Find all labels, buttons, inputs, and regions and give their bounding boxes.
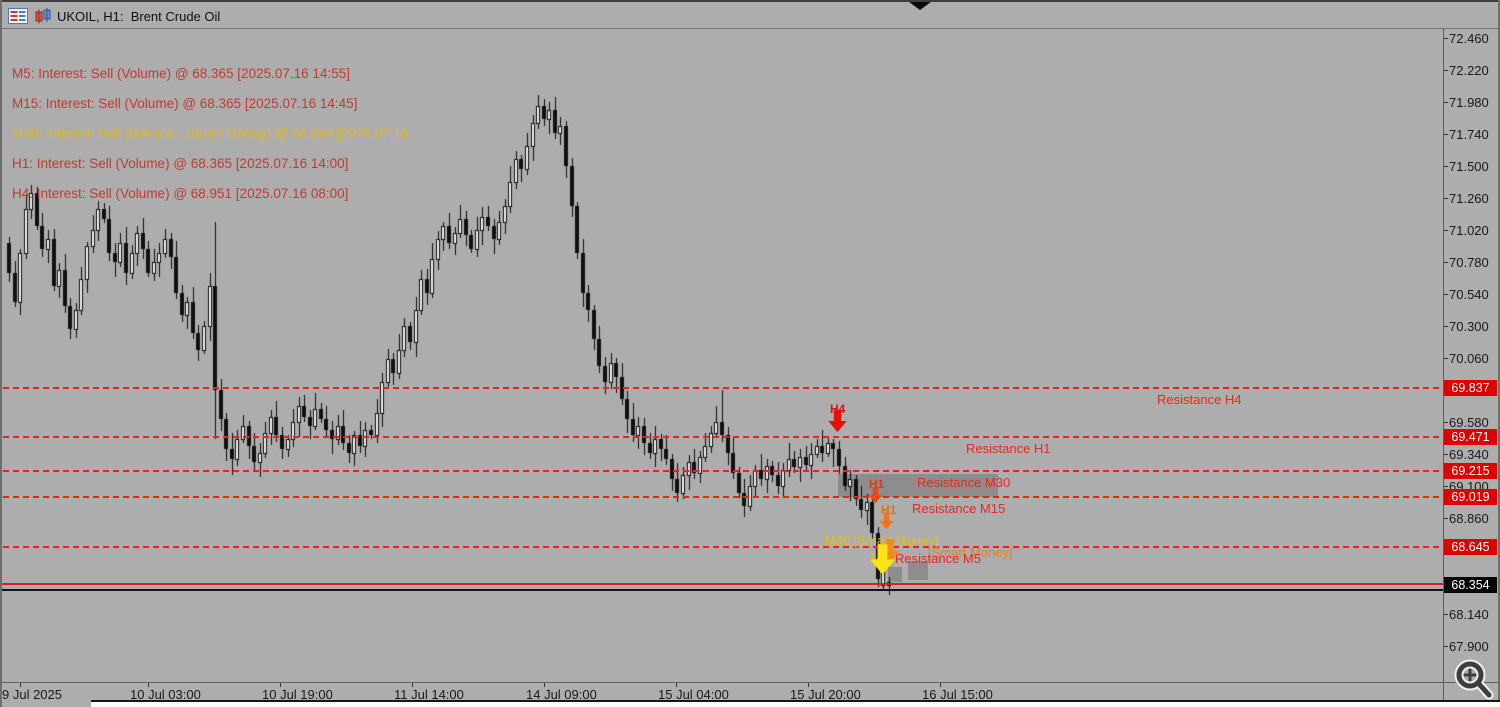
time-tick-label: 9 Jul 2025	[2, 687, 62, 702]
resistance-line[interactable]	[3, 546, 1443, 548]
price-tick	[1443, 294, 1448, 295]
signal-annotation: M30: Interest: Sell (Volume - Smart Mone…	[12, 126, 409, 141]
window-border-left	[0, 0, 2, 707]
time-tick	[412, 683, 413, 687]
price-tick-label: 70.060	[1449, 351, 1489, 366]
chart-shift-marker[interactable]	[909, 2, 931, 10]
price-tick	[1443, 134, 1448, 135]
price-tick	[1443, 358, 1448, 359]
sell-signal-arrow[interactable]	[827, 409, 848, 433]
window-border-right	[1498, 0, 1500, 707]
zoom-icon[interactable]	[1453, 658, 1495, 702]
smart-money-label[interactable]: M30 [Smart Money]	[825, 533, 939, 548]
chart-plot-area[interactable]: Resistance H4 Resistance H1 Resistance M30…	[0, 28, 1443, 682]
window-border-top	[0, 0, 1500, 2]
chart-title-bar: UKOIL, H1: Brent Crude Oil	[0, 2, 1500, 29]
time-tick-label: 10 Jul 19:00	[262, 687, 333, 702]
price-tick-label: 70.300	[1449, 319, 1489, 334]
price-line[interactable]	[2, 589, 1443, 591]
price-tick	[1443, 198, 1448, 199]
price-tick-label: 68.860	[1449, 511, 1489, 526]
time-tick-label: 10 Jul 03:00	[130, 687, 201, 702]
signal-annotation: H4: Interest: Sell (Volume) @ 68.951 [20…	[12, 186, 349, 201]
time-tick	[676, 683, 677, 687]
sell-signal-arrow[interactable]	[866, 486, 885, 504]
price-tick-label: 70.540	[1449, 287, 1489, 302]
resistance-line-label[interactable]: Resistance M30	[917, 475, 1011, 490]
price-tick	[1443, 614, 1448, 615]
price-tick	[1443, 326, 1448, 327]
resistance-line[interactable]	[3, 387, 1443, 389]
window-below-edge	[91, 700, 1500, 707]
price-tick-label: 69.340	[1449, 447, 1489, 462]
price-badge: 69.471	[1444, 429, 1497, 445]
price-tick	[1443, 166, 1448, 167]
price-tick-label: 68.140	[1449, 607, 1489, 622]
time-tick	[544, 683, 545, 687]
resistance-line-label[interactable]: Resistance H4	[1157, 392, 1242, 407]
price-badge: 69.837	[1444, 380, 1497, 396]
price-tick	[1443, 486, 1448, 487]
price-tick-label: 72.460	[1449, 31, 1489, 46]
price-badge: 68.354	[1444, 577, 1497, 593]
candlestick-chart-icon[interactable]	[33, 8, 53, 24]
price-tick-label: 71.980	[1449, 95, 1489, 110]
price-tick-label: 72.220	[1449, 63, 1489, 78]
signal-annotation: M15: Interest: Sell (Volume) @ 68.365 [2…	[12, 96, 358, 111]
time-tick	[808, 683, 809, 687]
time-tick	[280, 683, 281, 687]
resistance-line-label[interactable]: Resistance M5	[895, 551, 981, 566]
sell-signal-label: H1	[881, 503, 897, 517]
price-badge: 69.215	[1444, 463, 1497, 479]
price-tick	[1443, 230, 1448, 231]
time-tick-label: 15 Jul 20:00	[790, 687, 861, 702]
resistance-line[interactable]	[3, 496, 1443, 498]
resistance-line[interactable]	[3, 436, 1443, 438]
price-tick	[1443, 454, 1448, 455]
price-tick-label: 71.500	[1449, 159, 1489, 174]
price-tick-label: 71.260	[1449, 191, 1489, 206]
price-axis-separator	[1443, 28, 1444, 700]
time-tick-label: 15 Jul 04:00	[658, 687, 729, 702]
price-tick	[1443, 646, 1448, 647]
price-tick	[1443, 518, 1448, 519]
time-tick-label: 14 Jul 09:00	[526, 687, 597, 702]
resistance-line-label[interactable]: Resistance H1	[966, 441, 1051, 456]
price-axis[interactable]: 72.460 72.220 71.980 71.740 71.500 71.260 71.0…	[1443, 28, 1500, 682]
sell-signal-arrow[interactable]	[877, 512, 896, 530]
price-tick-label: 71.020	[1449, 223, 1489, 238]
candlestick-canvas	[0, 28, 1443, 682]
time-tick-label: 16 Jul 15:00	[922, 687, 993, 702]
sell-signal-arrow[interactable]	[870, 543, 895, 576]
price-tick-label: 69.580	[1449, 415, 1489, 430]
price-tick	[1443, 70, 1448, 71]
time-tick	[148, 683, 149, 687]
price-tick	[1443, 422, 1448, 423]
resistance-line[interactable]	[3, 470, 1443, 472]
price-line[interactable]	[2, 583, 1443, 585]
resistance-line-label[interactable]: Resistance M15	[912, 501, 1006, 516]
price-tick	[1443, 38, 1448, 39]
price-tick-label: 67.900	[1449, 639, 1489, 654]
price-tick-label: 71.740	[1449, 127, 1489, 142]
time-tick	[940, 683, 941, 687]
chart-title: UKOIL, H1: Brent Crude Oil	[57, 9, 221, 24]
price-tick-label: 70.780	[1449, 255, 1489, 270]
market-watch-icon[interactable]	[8, 8, 28, 24]
time-tick-label: 11 Jul 14:00	[394, 687, 464, 702]
signal-annotation: H1: Interest: Sell (Volume) @ 68.365 [20…	[12, 156, 349, 171]
price-badge: 68.645	[1444, 539, 1497, 555]
titlebar-separator	[0, 28, 1500, 29]
price-tick	[1443, 262, 1448, 263]
price-badge: 69.019	[1444, 489, 1497, 505]
time-axis-separator	[2, 682, 1500, 683]
signal-annotation: M5: Interest: Sell (Volume) @ 68.365 [20…	[12, 66, 350, 81]
price-tick	[1443, 102, 1448, 103]
smart-money-label[interactable]: [Smart Money]	[928, 545, 1013, 560]
sell-signal-label: H4	[830, 402, 846, 416]
sell-signal-label: H1	[869, 477, 885, 491]
time-axis[interactable]: 9 Jul 2025 10 Jul 03:00 10 Jul 19:00 11 Jul…	[0, 682, 1500, 707]
time-tick	[20, 683, 21, 687]
